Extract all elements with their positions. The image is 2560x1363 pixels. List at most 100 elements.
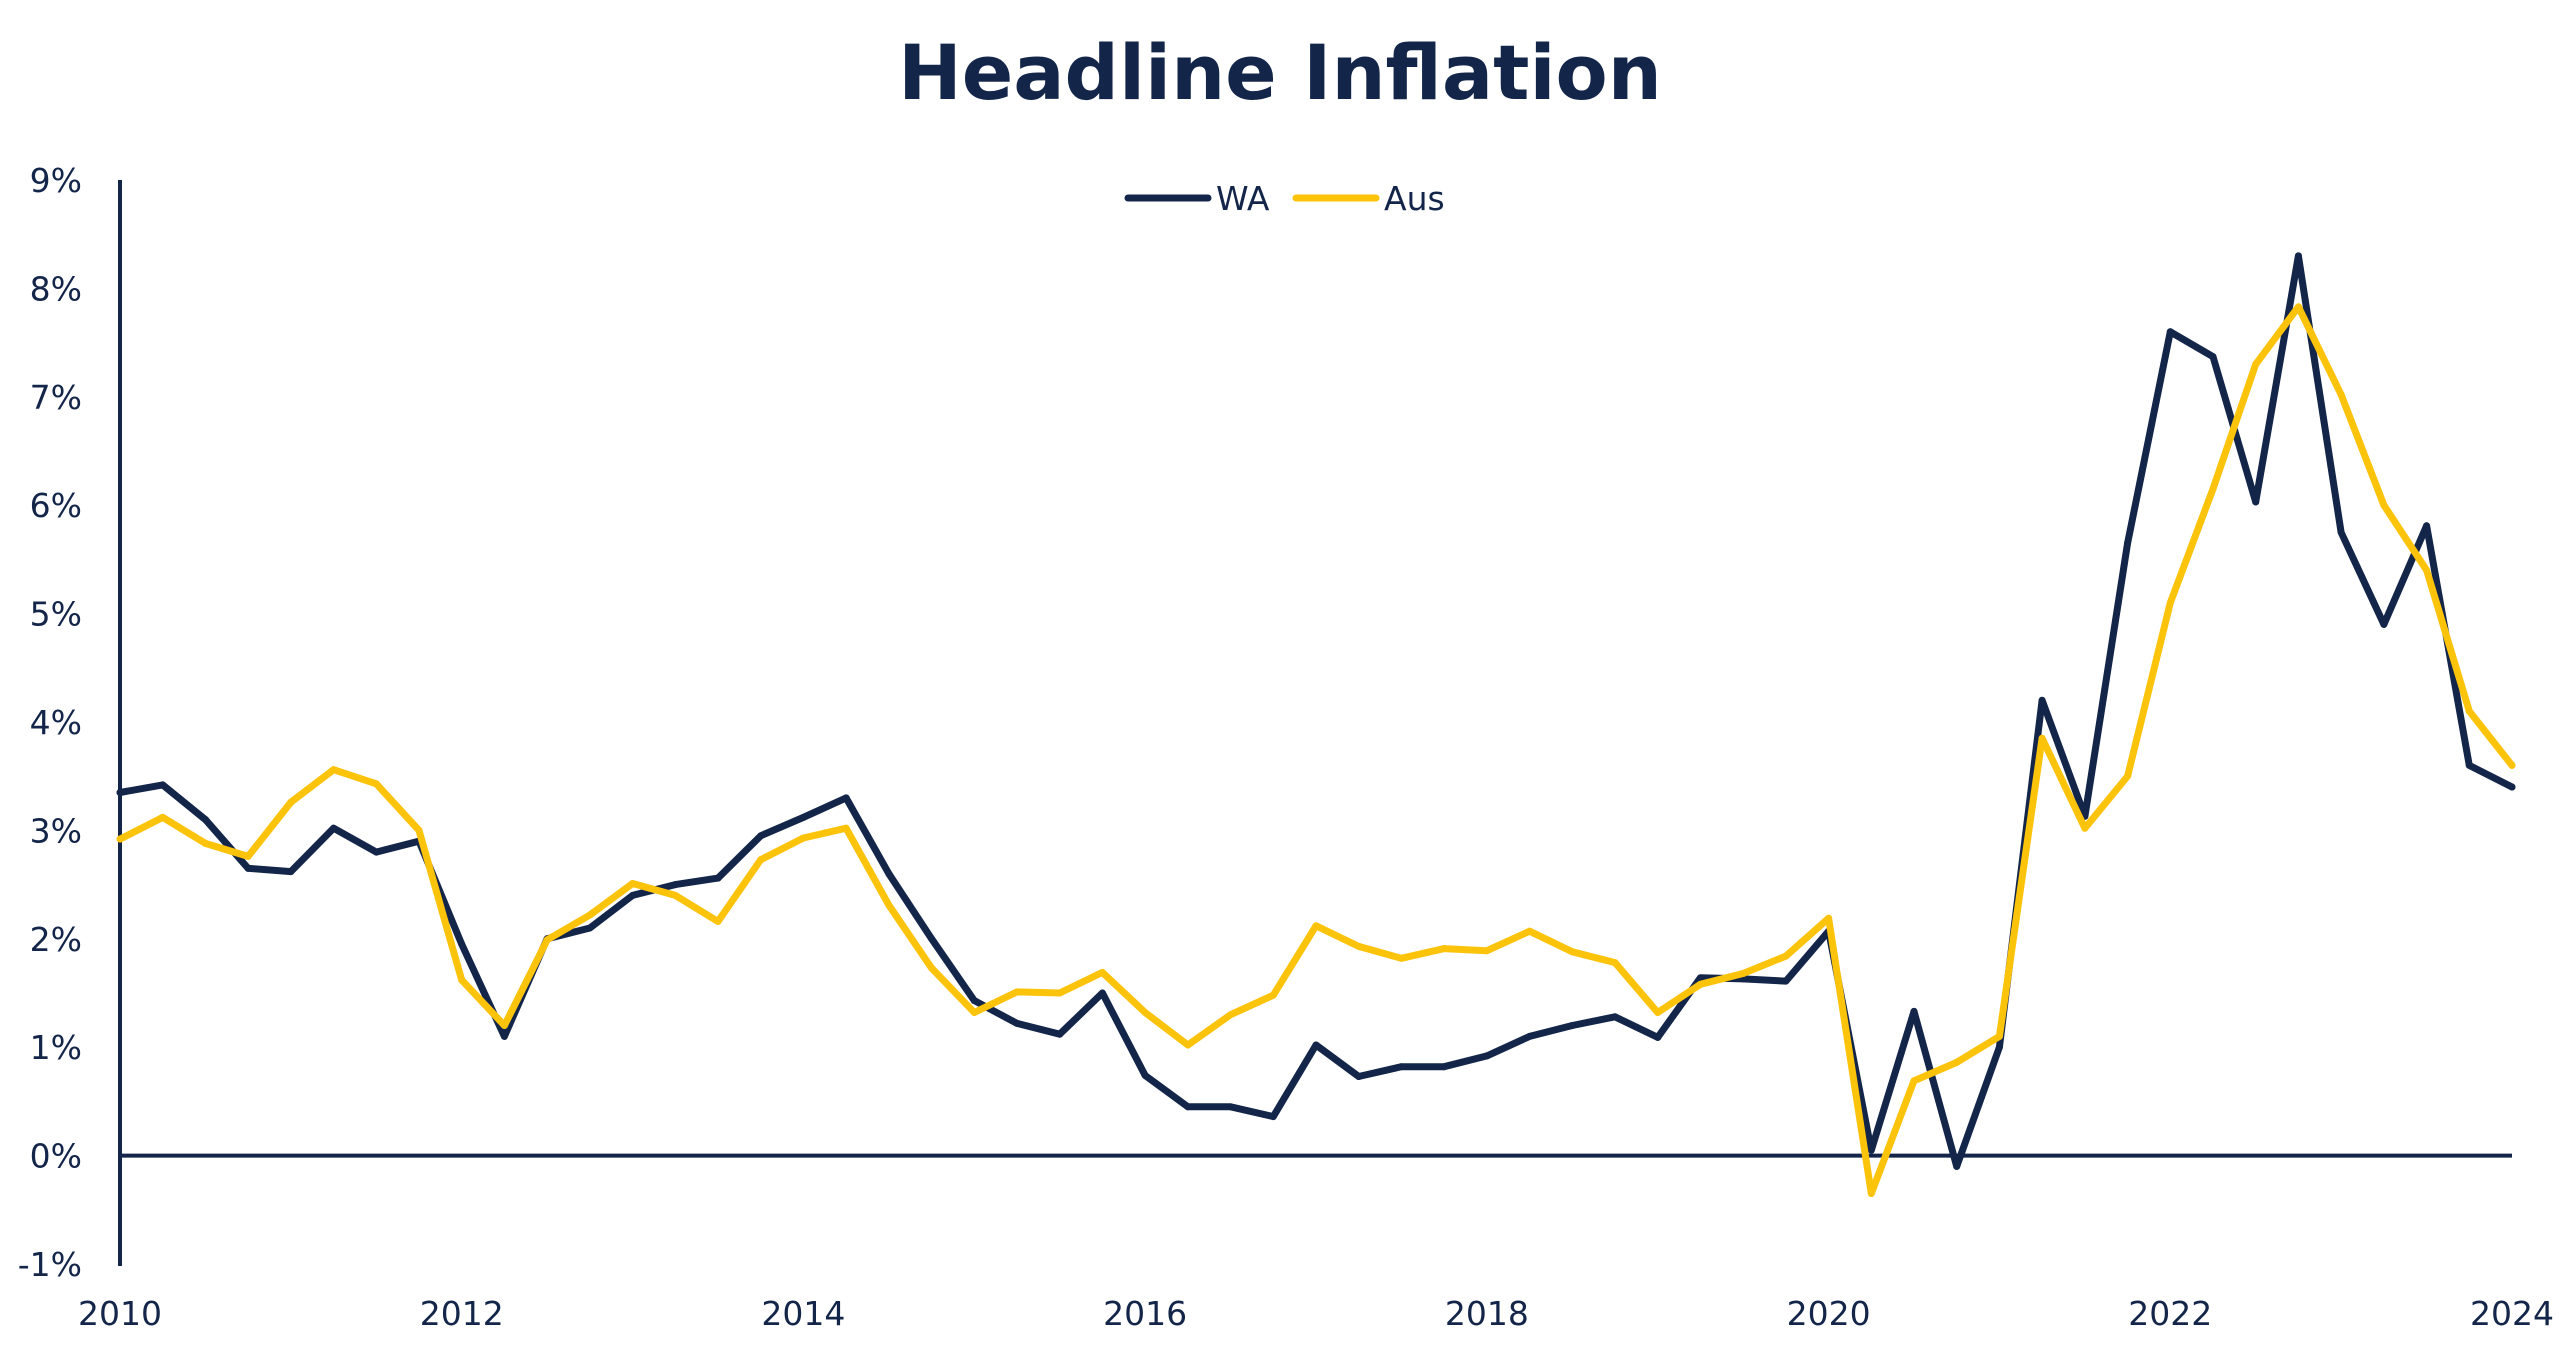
data-point <box>1782 977 1790 985</box>
data-point <box>671 891 679 899</box>
data-point <box>1440 945 1448 953</box>
data-point <box>1355 942 1363 950</box>
x-tick-label: 2010 <box>78 1294 162 1333</box>
data-point <box>1184 1103 1192 1111</box>
data-point <box>2166 328 2174 336</box>
series-line-aus <box>116 303 2516 1197</box>
data-point <box>1526 1032 1534 1040</box>
data-point <box>1910 1007 1918 1015</box>
data-point <box>1013 988 1021 996</box>
y-tick-label: 7% <box>30 378 82 417</box>
data-point <box>330 824 338 832</box>
data-point <box>201 839 209 847</box>
data-point <box>2081 824 2089 832</box>
data-point <box>1867 1146 1875 1154</box>
data-point <box>2124 772 2132 780</box>
data-point <box>201 816 209 824</box>
series-lines <box>116 252 2516 1198</box>
data-point <box>629 880 637 888</box>
data-point <box>1483 947 1491 955</box>
data-point <box>116 788 124 796</box>
series-wa <box>116 252 2516 1170</box>
data-point <box>586 924 594 932</box>
data-point <box>458 940 466 948</box>
data-point <box>1654 1033 1662 1041</box>
x-axis-tick-labels: 2010 2012 2014 2016 2018 2020 2022 2024 <box>78 1294 2554 1333</box>
y-tick-label: 4% <box>30 703 82 742</box>
data-point <box>1141 1071 1149 1079</box>
data-point <box>244 852 252 860</box>
data-point <box>1739 969 1747 977</box>
data-point <box>2380 501 2388 509</box>
data-point <box>2465 707 2473 715</box>
data-point <box>1269 1113 1277 1121</box>
data-point <box>1568 948 1576 956</box>
data-point <box>1568 1022 1576 1030</box>
data-point <box>1825 914 1833 922</box>
y-tick-label: 5% <box>30 595 82 634</box>
x-tick-label: 2018 <box>1445 1294 1529 1333</box>
data-point <box>372 848 380 856</box>
x-tick-label: 2014 <box>761 1294 845 1333</box>
data-point <box>415 826 423 834</box>
data-point <box>372 780 380 788</box>
data-point <box>757 856 765 864</box>
legend: WA Aus <box>1124 179 1445 218</box>
data-point <box>1654 1009 1662 1017</box>
data-point <box>2252 498 2260 506</box>
data-point <box>2508 761 2516 769</box>
data-point <box>799 834 807 842</box>
chart-title: Headline Inflation <box>898 28 1662 117</box>
data-point <box>1056 989 1064 997</box>
y-tick-label: 3% <box>30 811 82 850</box>
data-point <box>2038 734 2046 742</box>
data-point <box>671 881 679 889</box>
data-point <box>1867 1190 1875 1198</box>
data-point <box>2337 528 2345 536</box>
data-point <box>159 813 167 821</box>
data-point <box>842 794 850 802</box>
data-point <box>1098 989 1106 997</box>
data-point <box>2252 360 2260 368</box>
x-tick-label: 2024 <box>2470 1294 2554 1333</box>
data-point <box>1696 980 1704 988</box>
data-point <box>159 781 167 789</box>
data-point <box>1696 974 1704 982</box>
data-point <box>1440 1063 1448 1071</box>
data-point <box>500 1032 508 1040</box>
data-point <box>1355 1072 1363 1080</box>
data-point <box>1184 1041 1192 1049</box>
data-point <box>1611 959 1619 967</box>
data-point <box>1397 1063 1405 1071</box>
data-point <box>1227 1103 1235 1111</box>
data-point <box>2465 761 2473 769</box>
data-point <box>2380 620 2388 628</box>
series-line-wa <box>116 252 2516 1170</box>
data-point <box>1782 952 1790 960</box>
data-point <box>842 824 850 832</box>
data-point <box>714 874 722 882</box>
data-point <box>1312 1041 1320 1049</box>
axes <box>118 180 2512 1266</box>
data-point <box>2423 566 2431 574</box>
data-point <box>928 964 936 972</box>
data-point <box>970 997 978 1005</box>
data-point <box>799 813 807 821</box>
data-point <box>928 935 936 943</box>
y-axis-tick-labels: -1% 0% 1% 2% 3% 4% 5% 6% 7% 8% 9% <box>18 161 82 1284</box>
y-tick-label: 6% <box>30 486 82 525</box>
data-point <box>1910 1077 1918 1085</box>
legend-label: Aus <box>1384 179 1445 218</box>
data-point <box>287 798 295 806</box>
legend-item-wa: WA <box>1124 179 1270 218</box>
data-point <box>885 901 893 909</box>
data-point <box>2337 391 2345 399</box>
x-tick-label: 2012 <box>420 1294 504 1333</box>
data-point <box>458 976 466 984</box>
legend-label: WA <box>1216 179 1270 218</box>
data-point <box>1483 1052 1491 1060</box>
data-point <box>1098 968 1106 976</box>
data-point <box>885 870 893 878</box>
